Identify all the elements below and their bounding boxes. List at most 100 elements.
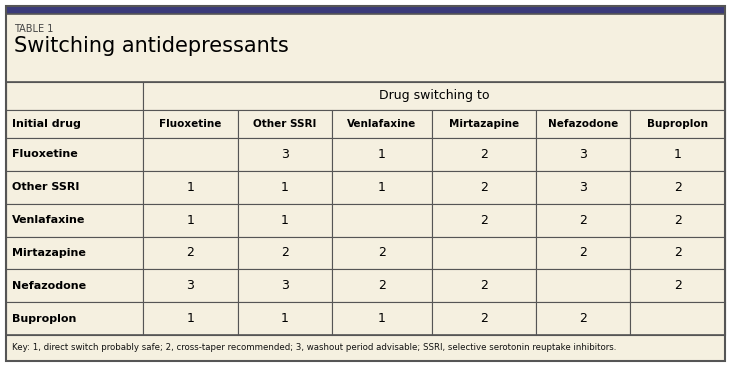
Bar (6, 138, 143, 171)
Bar (630, 110, 725, 138)
Bar (238, 138, 333, 171)
Bar (6, 269, 143, 302)
Text: Mirtazapine: Mirtazapine (12, 248, 86, 258)
Bar (6, 110, 143, 138)
Text: Buproplon: Buproplon (647, 119, 708, 129)
Bar (6, 204, 143, 236)
Bar (432, 204, 536, 236)
Text: Nefazodone: Nefazodone (548, 119, 618, 129)
Bar (536, 204, 630, 236)
Text: 1: 1 (378, 181, 386, 194)
Text: Nefazodone: Nefazodone (12, 281, 86, 291)
Text: 1: 1 (674, 148, 681, 161)
Text: 2: 2 (480, 148, 488, 161)
Text: 2: 2 (674, 279, 681, 292)
Bar (143, 302, 238, 335)
Bar (143, 82, 725, 110)
Bar (432, 138, 536, 171)
Bar (238, 110, 333, 138)
Text: 2: 2 (480, 181, 488, 194)
Text: 3: 3 (281, 148, 289, 161)
Bar (6, 6, 725, 14)
Bar (6, 236, 143, 269)
Text: 1: 1 (378, 148, 386, 161)
Text: 2: 2 (480, 312, 488, 325)
Text: Key: 1, direct switch probably safe; 2, cross-taper recommended; 3, washout peri: Key: 1, direct switch probably safe; 2, … (12, 344, 616, 352)
Text: Buproplon: Buproplon (12, 313, 76, 324)
Bar (143, 110, 238, 138)
Text: 3: 3 (281, 279, 289, 292)
Text: Venlafaxine: Venlafaxine (12, 215, 86, 225)
Bar (333, 269, 432, 302)
Text: Venlafaxine: Venlafaxine (347, 119, 417, 129)
Bar (333, 171, 432, 204)
Bar (432, 171, 536, 204)
Text: 2: 2 (378, 246, 386, 259)
Bar (630, 269, 725, 302)
Text: 2: 2 (480, 214, 488, 226)
Bar (536, 171, 630, 204)
Bar (238, 302, 333, 335)
Text: 2: 2 (281, 246, 289, 259)
Text: 2: 2 (378, 279, 386, 292)
Bar (333, 138, 432, 171)
Bar (630, 302, 725, 335)
Bar (333, 236, 432, 269)
Bar (6, 82, 143, 110)
Text: Initial drug: Initial drug (12, 119, 81, 129)
Text: Other SSRI: Other SSRI (254, 119, 317, 129)
Bar (6, 14, 725, 82)
Text: 3: 3 (579, 148, 587, 161)
Text: 2: 2 (480, 279, 488, 292)
Bar (238, 204, 333, 236)
Text: 2: 2 (674, 246, 681, 259)
Text: TABLE 1: TABLE 1 (14, 24, 53, 34)
Text: Drug switching to: Drug switching to (379, 90, 489, 102)
Bar (238, 269, 333, 302)
Bar (630, 204, 725, 236)
Bar (333, 110, 432, 138)
Text: 3: 3 (186, 279, 194, 292)
Text: 2: 2 (674, 181, 681, 194)
Bar (432, 110, 536, 138)
Text: 1: 1 (281, 214, 289, 226)
Bar (143, 171, 238, 204)
Bar (6, 171, 143, 204)
Text: 1: 1 (378, 312, 386, 325)
Text: 2: 2 (579, 246, 587, 259)
Bar (238, 171, 333, 204)
Bar (143, 138, 238, 171)
Bar (238, 236, 333, 269)
Bar (432, 302, 536, 335)
Text: 2: 2 (579, 214, 587, 226)
Bar (143, 269, 238, 302)
Bar (333, 302, 432, 335)
Text: 1: 1 (186, 312, 194, 325)
Bar (432, 236, 536, 269)
Bar (6, 335, 725, 361)
Text: Other SSRI: Other SSRI (12, 182, 80, 192)
Bar (630, 171, 725, 204)
Text: 2: 2 (579, 312, 587, 325)
Bar (536, 236, 630, 269)
Bar (143, 236, 238, 269)
Text: Switching antidepressants: Switching antidepressants (14, 36, 289, 56)
Text: 1: 1 (186, 181, 194, 194)
Bar (630, 138, 725, 171)
Bar (536, 302, 630, 335)
Text: 2: 2 (186, 246, 194, 259)
Bar (432, 269, 536, 302)
Text: Fluoxetine: Fluoxetine (159, 119, 221, 129)
Text: 1: 1 (186, 214, 194, 226)
Bar (536, 269, 630, 302)
Bar (333, 204, 432, 236)
Text: Fluoxetine: Fluoxetine (12, 149, 77, 159)
Text: Mirtazapine: Mirtazapine (449, 119, 519, 129)
Bar (143, 204, 238, 236)
Text: 1: 1 (281, 312, 289, 325)
Text: 3: 3 (579, 181, 587, 194)
Text: 1: 1 (281, 181, 289, 194)
Text: 2: 2 (674, 214, 681, 226)
Bar (6, 302, 143, 335)
Bar (536, 138, 630, 171)
